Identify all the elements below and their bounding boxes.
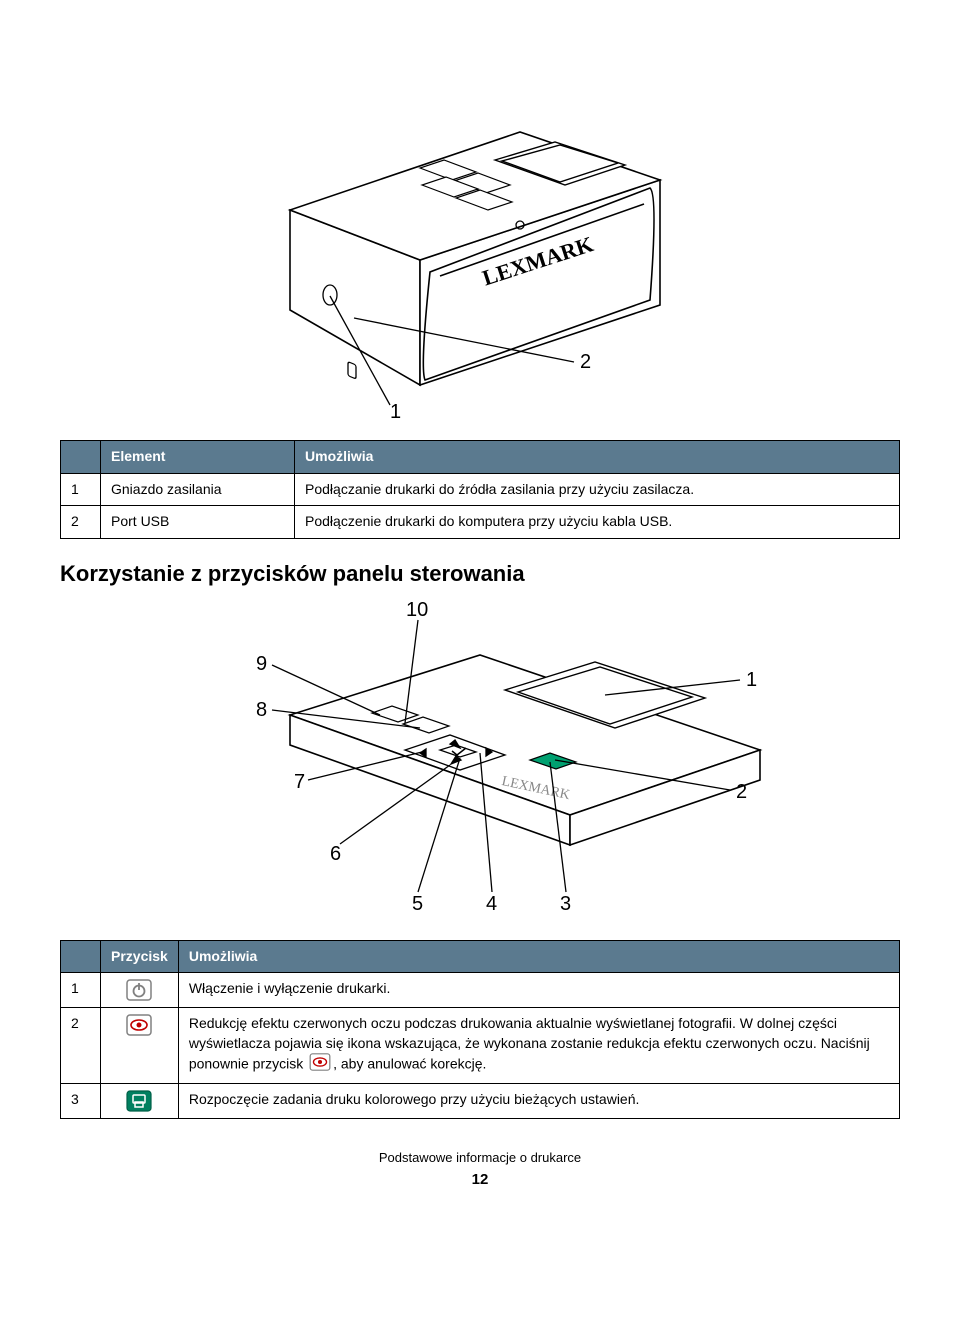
row-desc: Rozpoczęcie zadania druku kolorowego prz… bbox=[178, 1083, 899, 1118]
callout-1: 1 bbox=[390, 401, 401, 420]
col-function: Umożliwia bbox=[295, 441, 900, 474]
printer-rear-svg: LEXMARK 1 2 bbox=[220, 50, 740, 420]
col-blank2 bbox=[61, 940, 101, 973]
col-function2: Umożliwia bbox=[178, 940, 899, 973]
col-blank bbox=[61, 441, 101, 474]
row-num: 2 bbox=[61, 506, 101, 539]
footer-page-number: 12 bbox=[60, 1169, 900, 1190]
footer-text: Podstawowe informacje o drukarce bbox=[60, 1149, 900, 1167]
print-icon bbox=[101, 1083, 179, 1118]
row-desc: Włączenie i wyłączenie drukarki. bbox=[178, 973, 899, 1008]
col-button: Przycisk bbox=[101, 940, 179, 973]
row-num: 2 bbox=[61, 1008, 101, 1084]
cp-callout-5: 5 bbox=[412, 893, 423, 915]
cp-callout-4: 4 bbox=[486, 893, 497, 915]
cp-callout-2: 2 bbox=[736, 781, 747, 803]
cp-callout-8: 8 bbox=[256, 699, 267, 721]
rear-ports-table: Element Umożliwia 1 Gniazdo zasilania Po… bbox=[60, 440, 900, 539]
table-row: 1 Włączenie i wyłączenie drukarki. bbox=[61, 973, 900, 1008]
control-panel-diagram: LEXMARK bbox=[60, 600, 900, 920]
row-num: 1 bbox=[61, 473, 101, 506]
callout-2: 2 bbox=[580, 351, 591, 373]
row-desc: Podłączanie drukarki do źródła zasilania… bbox=[295, 473, 900, 506]
cp-callout-10: 10 bbox=[406, 600, 428, 621]
redeye-icon bbox=[101, 1008, 179, 1084]
row-element: Gniazdo zasilania bbox=[101, 473, 295, 506]
power-icon bbox=[101, 973, 179, 1008]
cp-callout-3: 3 bbox=[560, 893, 571, 915]
cp-callout-7: 7 bbox=[294, 771, 305, 793]
table-row: 2 Port USB Podłączenie drukarki do kompu… bbox=[61, 506, 900, 539]
section-title-control-panel: Korzystanie z przycisków panelu sterowan… bbox=[60, 559, 900, 590]
col-element: Element bbox=[101, 441, 295, 474]
row-num: 1 bbox=[61, 973, 101, 1008]
page-footer: Podstawowe informacje o drukarce 12 bbox=[60, 1149, 900, 1190]
redeye-icon-inline bbox=[309, 1053, 331, 1077]
row-element: Port USB bbox=[101, 506, 295, 539]
table-row: 3 Rozpoczęcie zadania druku kolorowego p… bbox=[61, 1083, 900, 1118]
row-desc: Redukcję efektu czerwonych oczu podczas … bbox=[178, 1008, 899, 1084]
desc-post: , aby anulować korekcję. bbox=[333, 1056, 486, 1072]
cp-callout-6: 6 bbox=[330, 843, 341, 865]
cp-callout-1: 1 bbox=[746, 669, 757, 691]
row-num: 3 bbox=[61, 1083, 101, 1118]
row-desc: Podłączenie drukarki do komputera przy u… bbox=[295, 506, 900, 539]
desc-pre: Redukcję efektu czerwonych oczu podczas … bbox=[189, 1015, 870, 1072]
printer-rear-diagram: LEXMARK 1 2 bbox=[60, 50, 900, 420]
table-row: 1 Gniazdo zasilania Podłączanie drukarki… bbox=[61, 473, 900, 506]
cp-callout-9: 9 bbox=[256, 653, 267, 675]
control-panel-table: Przycisk Umożliwia 1 Włączenie i wyłącze… bbox=[60, 940, 900, 1119]
table-row: 2 Redukcję efektu czerwonych oczu podcza… bbox=[61, 1008, 900, 1084]
control-panel-svg: LEXMARK bbox=[160, 600, 800, 920]
